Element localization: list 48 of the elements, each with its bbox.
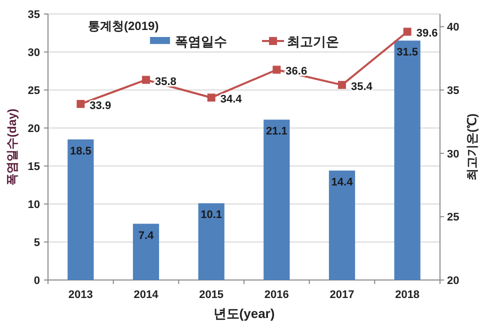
data-label: 35.4 [351, 80, 374, 93]
data-label: 10.1 [200, 209, 222, 222]
data-label: 21.1 [266, 126, 288, 138]
y-tick-label: 15 [28, 161, 40, 173]
data-label: 18.5 [70, 145, 92, 158]
point [403, 28, 412, 36]
annotation: 통계청(2019) [88, 19, 159, 33]
y2-axis-title: 최고기온(℃) [465, 114, 479, 180]
data-label: 14.4 [331, 176, 354, 189]
legend-label: 최고기온 [287, 34, 339, 49]
point [207, 94, 216, 102]
x-tick-label: 2015 [199, 289, 224, 301]
legend-label: 폭염일수 [175, 34, 227, 49]
point [272, 66, 281, 74]
point [142, 76, 150, 84]
x-tick-label: 2014 [134, 289, 160, 301]
x-tick-label: 2016 [264, 289, 289, 301]
data-label: 33.9 [90, 100, 112, 112]
y2-tick-label: 40 [447, 22, 460, 34]
y-axis-title: 폭염일수(day) [5, 108, 19, 186]
bar [394, 40, 420, 280]
data-label: 39.6 [416, 28, 438, 40]
y-tick-label: 20 [28, 123, 40, 135]
bar [328, 170, 356, 280]
y-tick-label: 25 [28, 85, 40, 97]
bar [264, 120, 290, 280]
y2-tick-label: 25 [447, 212, 460, 224]
x-axis-title: 년도(year) [213, 306, 275, 321]
bar [132, 224, 160, 280]
y-tick-label: 5 [34, 237, 40, 249]
y-tick-label: 0 [34, 275, 40, 287]
point [76, 100, 85, 108]
y-tick-label: 10 [28, 199, 40, 211]
y-tick-label: 30 [28, 47, 40, 59]
x-tick-label: 2017 [330, 289, 354, 301]
data-label: 31.5 [396, 46, 418, 59]
bar [68, 139, 94, 280]
x-tick-label: 2013 [68, 289, 93, 301]
y2-tick-label: 20 [447, 275, 460, 287]
bar [198, 203, 224, 280]
x-tick-label: 2018 [395, 289, 420, 301]
y-tick-label: 35 [28, 9, 40, 21]
data-label: 7.4 [138, 230, 155, 242]
y2-tick-label: 30 [447, 148, 460, 160]
y2-tick-label: 35 [447, 85, 460, 97]
data-label: 35.8 [155, 76, 176, 88]
data-label: 34.4 [220, 94, 243, 106]
point [338, 80, 346, 89]
